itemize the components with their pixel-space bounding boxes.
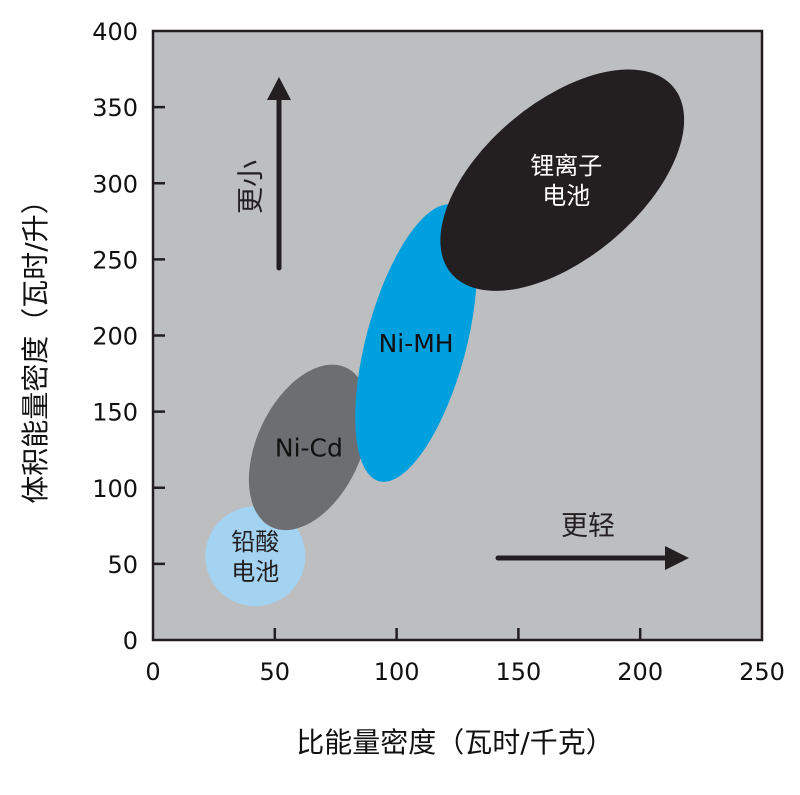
annotation-lighter: 更轻 [561,511,615,542]
y-tick-label: 100 [92,475,138,503]
y-tick-label: 50 [107,551,138,579]
y-tick-label: 200 [92,323,138,351]
region-ellipse [440,69,685,291]
region-label: 电池 [231,558,279,586]
x-tick-label: 0 [145,658,160,686]
region-ellipse [355,204,477,482]
region-label: 锂离子 [530,152,602,180]
y-tick-label: 250 [92,246,138,274]
y-tick-label: 350 [92,94,138,122]
region-1: Ni-Cd [248,364,369,531]
x-tick-label: 150 [495,658,541,686]
x-axis-label: 比能量密度（瓦时/千克） [296,726,613,759]
lighter-arrow [495,546,689,570]
y-tick-label: 300 [92,170,138,198]
annotation-smaller: 更小 [236,160,267,214]
x-tick-label: 200 [617,658,663,686]
x-tick-label: 100 [374,658,420,686]
region-ellipse [205,506,306,607]
y-axis-label: 体积能量密度（瓦时/升） [19,186,52,503]
region-2: Ni-MH [355,204,477,482]
x-tick-label: 50 [260,658,291,686]
region-label: Ni-MH [379,329,454,358]
y-tick-label: 0 [123,627,138,655]
region-ellipse [248,364,369,531]
x-tick-label: 250 [739,658,785,686]
y-tick-label: 400 [92,18,138,46]
y-tick-label: 150 [92,399,138,427]
region-label: 铅酸 [231,528,279,556]
region-label: 电池 [542,182,590,210]
region-label: Ni-Cd [275,433,343,462]
smaller-arrow [267,77,291,271]
